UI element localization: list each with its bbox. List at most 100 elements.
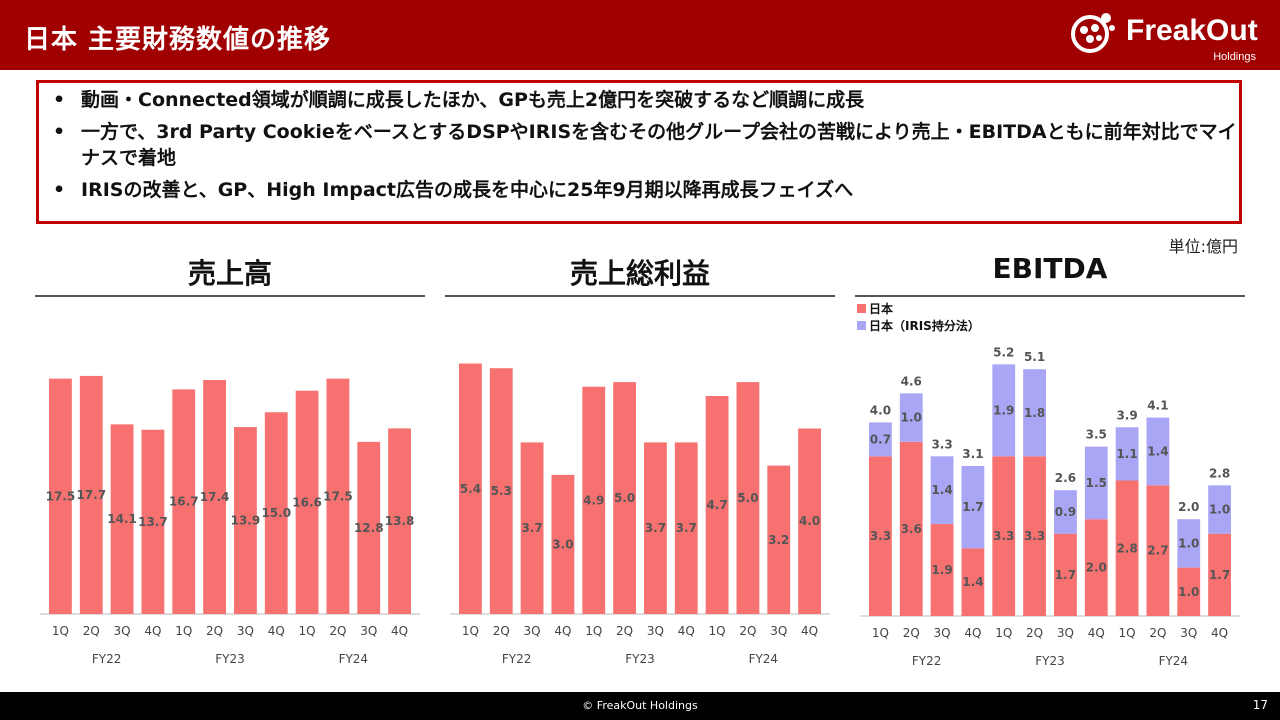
data-label: 1.0 <box>901 411 922 425</box>
summary-bullet-1: • 動画・Connected領域が順調に成長したほか、GPも売上2億円を突破するな… <box>53 87 1239 113</box>
data-label: 17.4 <box>200 490 230 504</box>
data-label: 1.7 <box>1055 568 1076 582</box>
freakout-logo-icon <box>1071 13 1115 53</box>
x-tick-label: 4Q <box>801 624 818 638</box>
bar-japan <box>1084 519 1108 616</box>
data-label: 13.7 <box>138 515 168 529</box>
x-tick-label: 4Q <box>391 624 408 638</box>
bar-japan <box>1115 480 1139 616</box>
data-label: 1.5 <box>1086 476 1107 490</box>
data-label: 13.9 <box>231 514 261 528</box>
data-label: 1.4 <box>931 483 952 497</box>
data-label: 3.3 <box>870 529 891 543</box>
chart-title-revenue: 売上高 <box>187 257 272 290</box>
legend-item-iris: 日本（IRIS持分法） <box>857 317 980 334</box>
x-tick-label: 1Q <box>1119 626 1136 640</box>
x-tick-label: 3Q <box>934 626 951 640</box>
x-tick-label: 4Q <box>964 626 981 640</box>
bar <box>326 378 350 614</box>
total-label: 5.1 <box>1024 350 1045 364</box>
data-label: 1.7 <box>1209 568 1230 582</box>
data-label: 15.0 <box>261 506 291 520</box>
data-label: 3.3 <box>993 529 1014 543</box>
data-label: 14.1 <box>107 512 137 526</box>
bar-iris <box>1115 427 1139 481</box>
data-label: 12.8 <box>354 521 384 535</box>
page-title: 日本 主要財務数値の推移 <box>24 25 332 55</box>
total-label: 3.3 <box>931 437 952 451</box>
bar-iris <box>869 422 892 457</box>
bar-iris <box>1208 485 1231 534</box>
data-label: 5.3 <box>491 484 512 498</box>
bar-iris <box>1023 369 1046 457</box>
bar <box>295 390 319 614</box>
x-tick-label: 3Q <box>237 624 254 638</box>
bar-iris <box>899 393 923 442</box>
data-label: 2.7 <box>1147 544 1168 558</box>
data-label: 17.5 <box>323 489 353 503</box>
x-tick-label: 4Q <box>268 624 285 638</box>
bar <box>520 442 544 614</box>
data-label: 0.7 <box>870 432 891 446</box>
bar <box>613 382 636 614</box>
data-label: 3.7 <box>521 521 542 535</box>
bullet-marker: • <box>53 89 66 111</box>
data-label: 3.2 <box>768 533 789 547</box>
legend-label: 日本 <box>869 302 894 316</box>
x-tick-label: 1Q <box>175 624 192 638</box>
x-tick-label: 2Q <box>1149 626 1166 640</box>
page-number: 17 <box>1252 698 1268 712</box>
data-label: 3.7 <box>676 521 697 535</box>
summary-bullet-text: IRISの改善と、GP、High Impact広告の成長を中心に25年9月期以降… <box>81 179 854 201</box>
total-label: 2.6 <box>1055 471 1076 485</box>
chart-title-gross-profit: 売上総利益 <box>569 257 710 290</box>
logo-wordmark: FreakOut <box>1126 14 1258 47</box>
total-label: 2.8 <box>1209 466 1230 480</box>
unit-label: 単位:億円 <box>1168 237 1238 256</box>
data-label: 2.0 <box>1086 561 1107 575</box>
summary-bullet-text: 動画・Connected領域が順調に成長したほか、GPも売上2億円を突破するなど… <box>81 89 865 111</box>
x-tick-label: 4Q <box>678 624 695 638</box>
x-group-label: FY23 <box>625 652 655 666</box>
bar-japan <box>930 524 954 616</box>
legend-label: 日本（IRIS持分法） <box>869 319 980 333</box>
data-label: 1.9 <box>931 563 952 577</box>
copyright: © FreakOut Holdings <box>582 699 698 712</box>
chart-divider <box>35 295 425 297</box>
x-tick-label: 3Q <box>1057 626 1074 640</box>
bar-iris <box>992 364 1016 457</box>
bar-iris <box>1177 519 1201 568</box>
x-tick-label: 1Q <box>872 626 889 640</box>
data-label: 3.0 <box>552 537 573 551</box>
bullet-marker: • <box>53 121 66 143</box>
data-label: 1.4 <box>962 575 983 589</box>
total-label: 4.1 <box>1147 399 1168 413</box>
bar <box>234 427 257 614</box>
x-tick-label: 1Q <box>995 626 1012 640</box>
x-tick-label: 1Q <box>709 624 726 638</box>
data-label: 5.0 <box>614 491 635 505</box>
data-label: 1.8 <box>1024 406 1045 420</box>
bar <box>582 386 606 614</box>
data-label: 1.7 <box>962 500 983 514</box>
data-label: 3.7 <box>645 521 666 535</box>
bar <box>489 368 513 614</box>
x-tick-label: 4Q <box>1088 626 1105 640</box>
data-label: 4.7 <box>706 498 727 512</box>
bar <box>264 412 288 614</box>
x-tick-label: 2Q <box>739 624 756 638</box>
summary-box: • 動画・Connected領域が順調に成長したほか、GPも売上2億円を突破するな… <box>36 80 1242 224</box>
bar-iris <box>1054 490 1077 534</box>
x-group-label: FY22 <box>502 652 532 666</box>
x-tick-label: 2Q <box>903 626 920 640</box>
x-tick-label: 3Q <box>770 624 787 638</box>
x-tick-label: 3Q <box>524 624 541 638</box>
x-tick-label: 4Q <box>554 624 571 638</box>
chart-title-ebitda: EBITDA <box>992 252 1108 285</box>
chart-divider <box>855 295 1245 297</box>
bar <box>798 428 821 614</box>
x-tick-label: 2Q <box>329 624 346 638</box>
bar <box>49 378 72 614</box>
x-tick-label: 3Q <box>1180 626 1197 640</box>
x-tick-label: 4Q <box>1211 626 1228 640</box>
